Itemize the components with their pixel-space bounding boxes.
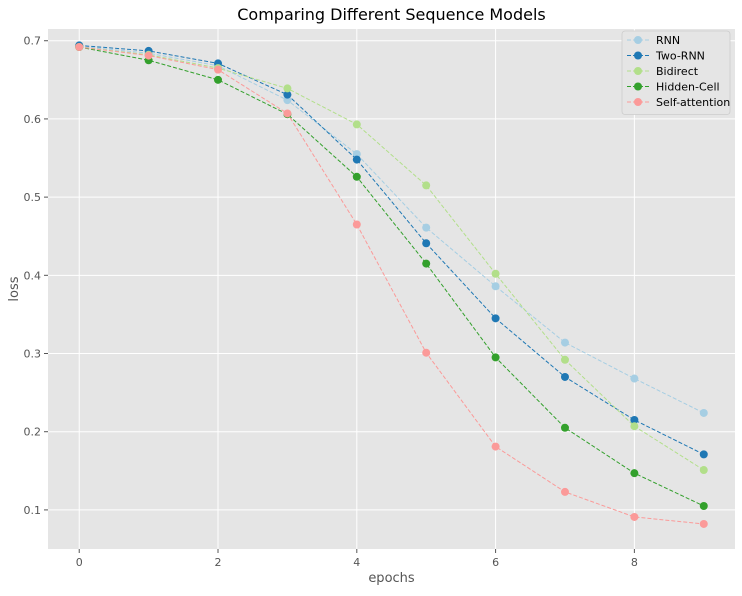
data-point-rnn (283, 96, 292, 105)
legend-marker-rnn (634, 36, 642, 44)
y-tick-label: 0.6 (24, 113, 42, 126)
data-point-rnn (560, 338, 569, 347)
data-point-self-attention (630, 512, 639, 521)
data-point-self-attention (214, 65, 223, 74)
data-point-two-rnn (630, 415, 639, 424)
data-point-hidden-cell (352, 172, 361, 181)
data-point-hidden-cell (491, 353, 500, 362)
data-point-bidirect (699, 466, 708, 475)
data-point-rnn (630, 374, 639, 383)
y-tick-label: 0.5 (24, 191, 42, 204)
data-point-two-rnn (422, 239, 431, 248)
legend: RNN Two-RNN Bidirect Hidden-Cell Self-attent… (621, 30, 731, 115)
data-point-bidirect (560, 355, 569, 364)
y-tick-label: 0.4 (24, 269, 42, 282)
axis-ticks: 0 2 4 6 8 0.1 0.2 0.3 0.4 0.5 0.6 0.7 (24, 35, 638, 569)
data-point-hidden-cell (422, 259, 431, 268)
x-tick-label: 0 (76, 556, 83, 569)
data-point-rnn (699, 408, 708, 417)
data-point-two-rnn (283, 90, 292, 99)
y-axis-label: loss (7, 276, 22, 301)
series-lines (75, 41, 708, 528)
data-point-two-rnn (560, 372, 569, 381)
data-point-self-attention (75, 42, 84, 51)
series-line-self-attention (79, 46, 704, 525)
legend-marker-two-rnn (634, 51, 642, 60)
data-point-bidirect (491, 269, 500, 278)
x-tick-label: 2 (215, 556, 222, 569)
data-point-self-attention (699, 519, 708, 528)
data-point-self-attention (491, 442, 500, 451)
legend-label-two-rnn: Two-RNN (655, 50, 705, 63)
data-point-two-rnn (491, 314, 500, 323)
data-point-self-attention (352, 220, 361, 229)
x-tick-label: 8 (631, 556, 638, 569)
legend-marker-self-attention (634, 98, 642, 106)
data-point-hidden-cell (630, 469, 639, 478)
y-tick-label: 0.7 (24, 35, 42, 48)
legend-label-rnn: RNN (656, 34, 680, 47)
data-point-self-attention (144, 51, 153, 60)
data-point-self-attention (422, 348, 431, 357)
chart-title: Comparing Different Sequence Models (237, 5, 546, 24)
data-point-hidden-cell (214, 75, 223, 84)
data-point-self-attention (283, 109, 292, 118)
series-line-two-rnn (79, 44, 704, 455)
data-point-bidirect (630, 422, 639, 431)
data-point-two-rnn (352, 155, 361, 164)
series-line-bidirect (79, 46, 705, 471)
data-point-rnn (422, 223, 431, 232)
data-point-two-rnn (699, 450, 708, 459)
data-point-bidirect (422, 181, 431, 190)
legend-label-self-attention: Self-attention (656, 96, 730, 109)
grid-lines (48, 29, 735, 549)
data-point-hidden-cell (560, 423, 569, 432)
y-tick-label: 0.2 (24, 426, 42, 439)
legend-marker-hidden-cell (634, 82, 642, 91)
data-point-hidden-cell (699, 501, 708, 510)
series-line-rnn (79, 45, 704, 414)
data-point-self-attention (560, 487, 569, 496)
legend-box (621, 30, 731, 115)
series-line-hidden-cell (79, 46, 704, 507)
legend-label-hidden-cell: Hidden-Cell (656, 81, 720, 94)
data-point-bidirect (352, 120, 361, 129)
data-point-rnn (352, 150, 361, 159)
y-tick-label: 0.3 (24, 348, 42, 361)
legend-marker-bidirect (634, 67, 642, 75)
x-axis-label: epochs (368, 571, 415, 586)
y-tick-label: 0.1 (24, 504, 42, 517)
x-tick-label: 6 (492, 556, 499, 569)
series-self-attention (75, 42, 708, 528)
x-tick-label: 4 (353, 556, 360, 569)
data-point-bidirect (283, 84, 292, 93)
data-point-rnn (491, 282, 500, 291)
legend-label-bidirect: Bidirect (656, 65, 699, 78)
